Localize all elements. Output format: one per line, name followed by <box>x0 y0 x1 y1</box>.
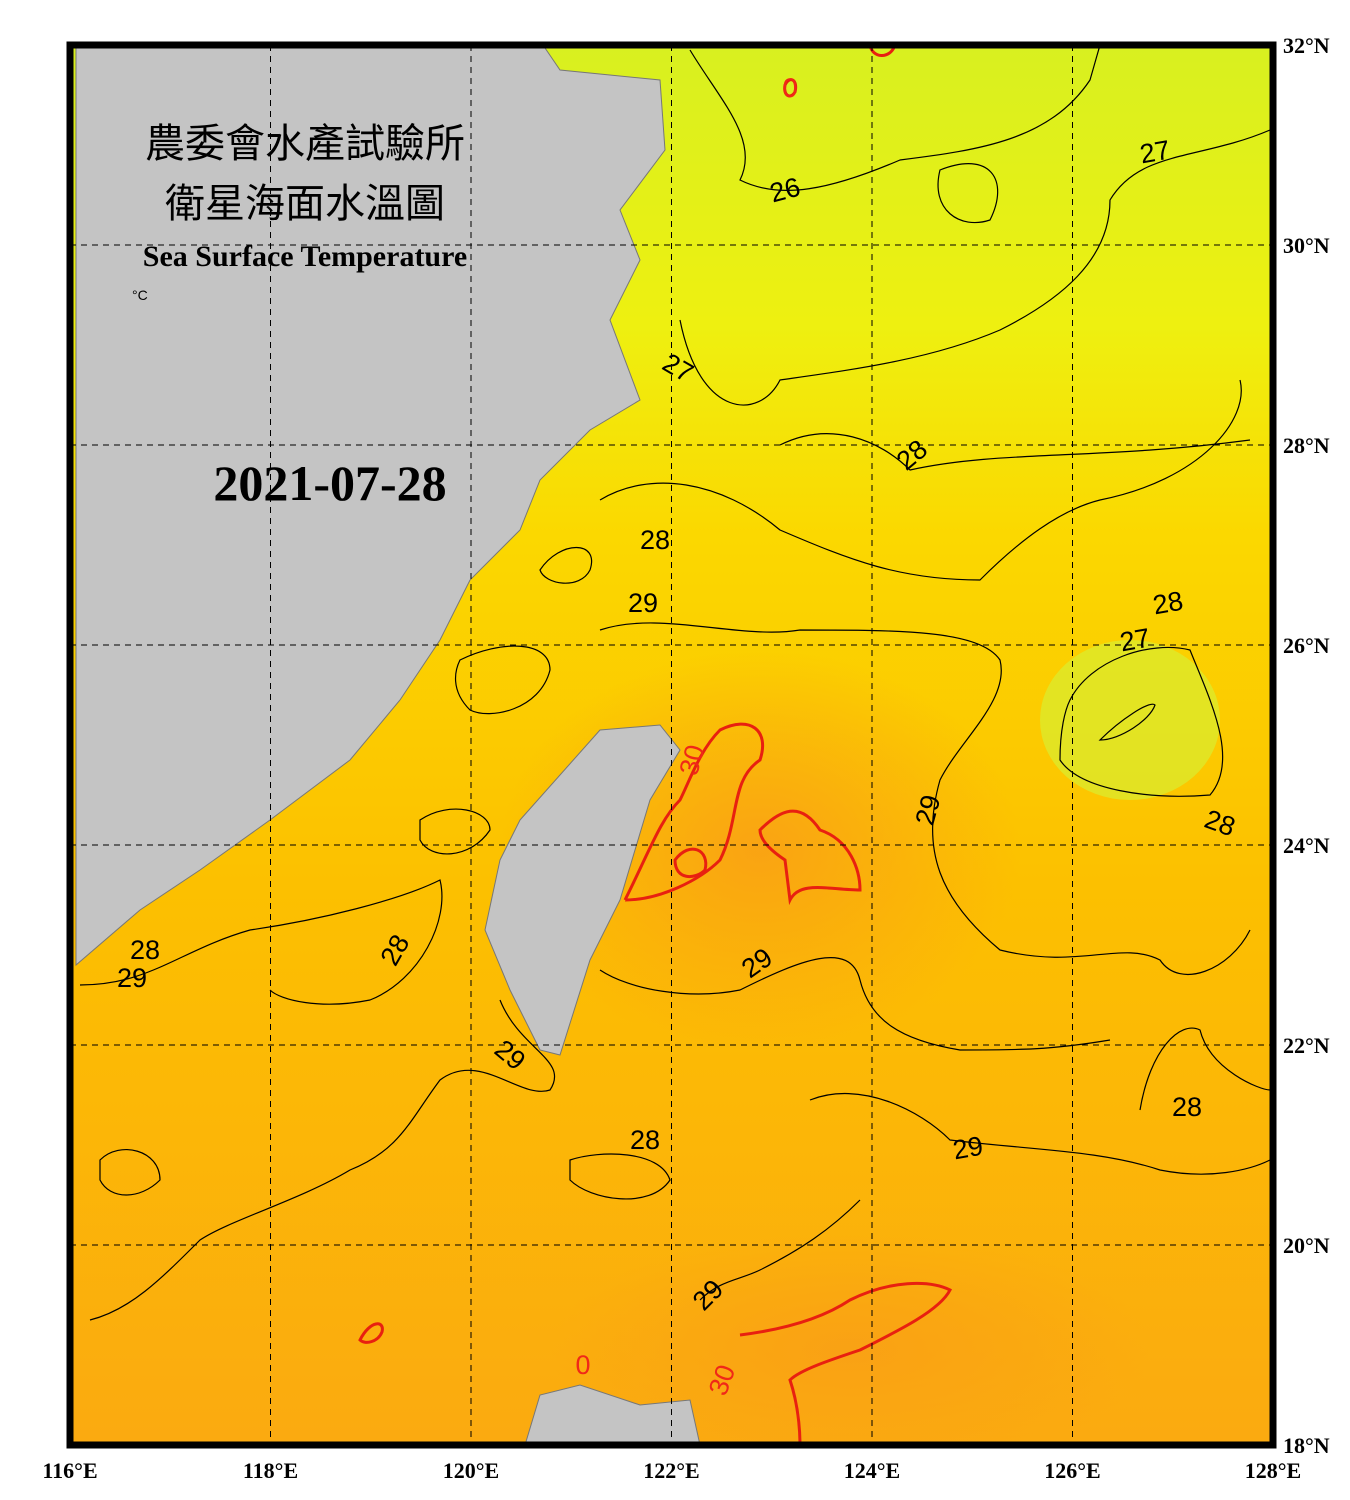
warm-pool <box>550 1230 1150 1442</box>
colorbar-unit: °C <box>132 287 148 303</box>
lat-label: 18°N <box>1283 1433 1330 1458</box>
lon-label: 122°E <box>643 1458 699 1483</box>
lat-label: 20°N <box>1283 1233 1330 1258</box>
lon-label: 116°E <box>42 1458 97 1483</box>
lat-label: 22°N <box>1283 1033 1330 1058</box>
date: 2021-07-28 <box>213 455 446 511</box>
contour-label: 29 <box>951 1131 986 1166</box>
title-zh: 農委會水產試驗所 <box>145 121 465 166</box>
mainland <box>75 48 666 967</box>
contour-label: 28 <box>1172 1092 1202 1122</box>
contour-label: 29 <box>117 963 147 993</box>
lat-label: 32°N <box>1283 33 1330 58</box>
lon-label: 124°E <box>844 1458 900 1483</box>
contour-label: 0 <box>782 73 797 103</box>
contour-label: 28 <box>630 1125 660 1155</box>
axes: 116°E 118°E 120°E 122°E 124°E 126°E 128°E 32°N 3… <box>42 33 1329 1483</box>
contour-label: 28 <box>1151 586 1186 621</box>
cool-patch <box>1040 640 1220 800</box>
contour-label: 29 <box>628 588 658 618</box>
luzon <box>525 1384 700 1442</box>
lat-label: 28°N <box>1283 433 1330 458</box>
lon-label: 128°E <box>1245 1458 1301 1483</box>
lon-label: 118°E <box>243 1458 298 1483</box>
lat-label: 24°N <box>1283 833 1330 858</box>
contour-label: 0 <box>575 1350 590 1380</box>
map-frame <box>66 41 1277 1449</box>
contour-label: 28 <box>130 935 160 965</box>
lon-label: 126°E <box>1044 1458 1100 1483</box>
subtitle-zh: 衛星海面水溫圖 <box>165 181 445 226</box>
contour-label: 27 <box>1138 135 1173 170</box>
title-en: Sea Surface Temperature <box>143 240 467 273</box>
lat-label: 26°N <box>1283 633 1330 658</box>
taiwan <box>484 724 681 1056</box>
lat-label: 30°N <box>1283 233 1330 258</box>
contour-label: 27 <box>1118 623 1153 658</box>
graticule <box>73 48 1270 1442</box>
contour-label: 28 <box>640 525 670 555</box>
lon-label: 120°E <box>443 1458 499 1483</box>
contours <box>79 48 1270 1321</box>
